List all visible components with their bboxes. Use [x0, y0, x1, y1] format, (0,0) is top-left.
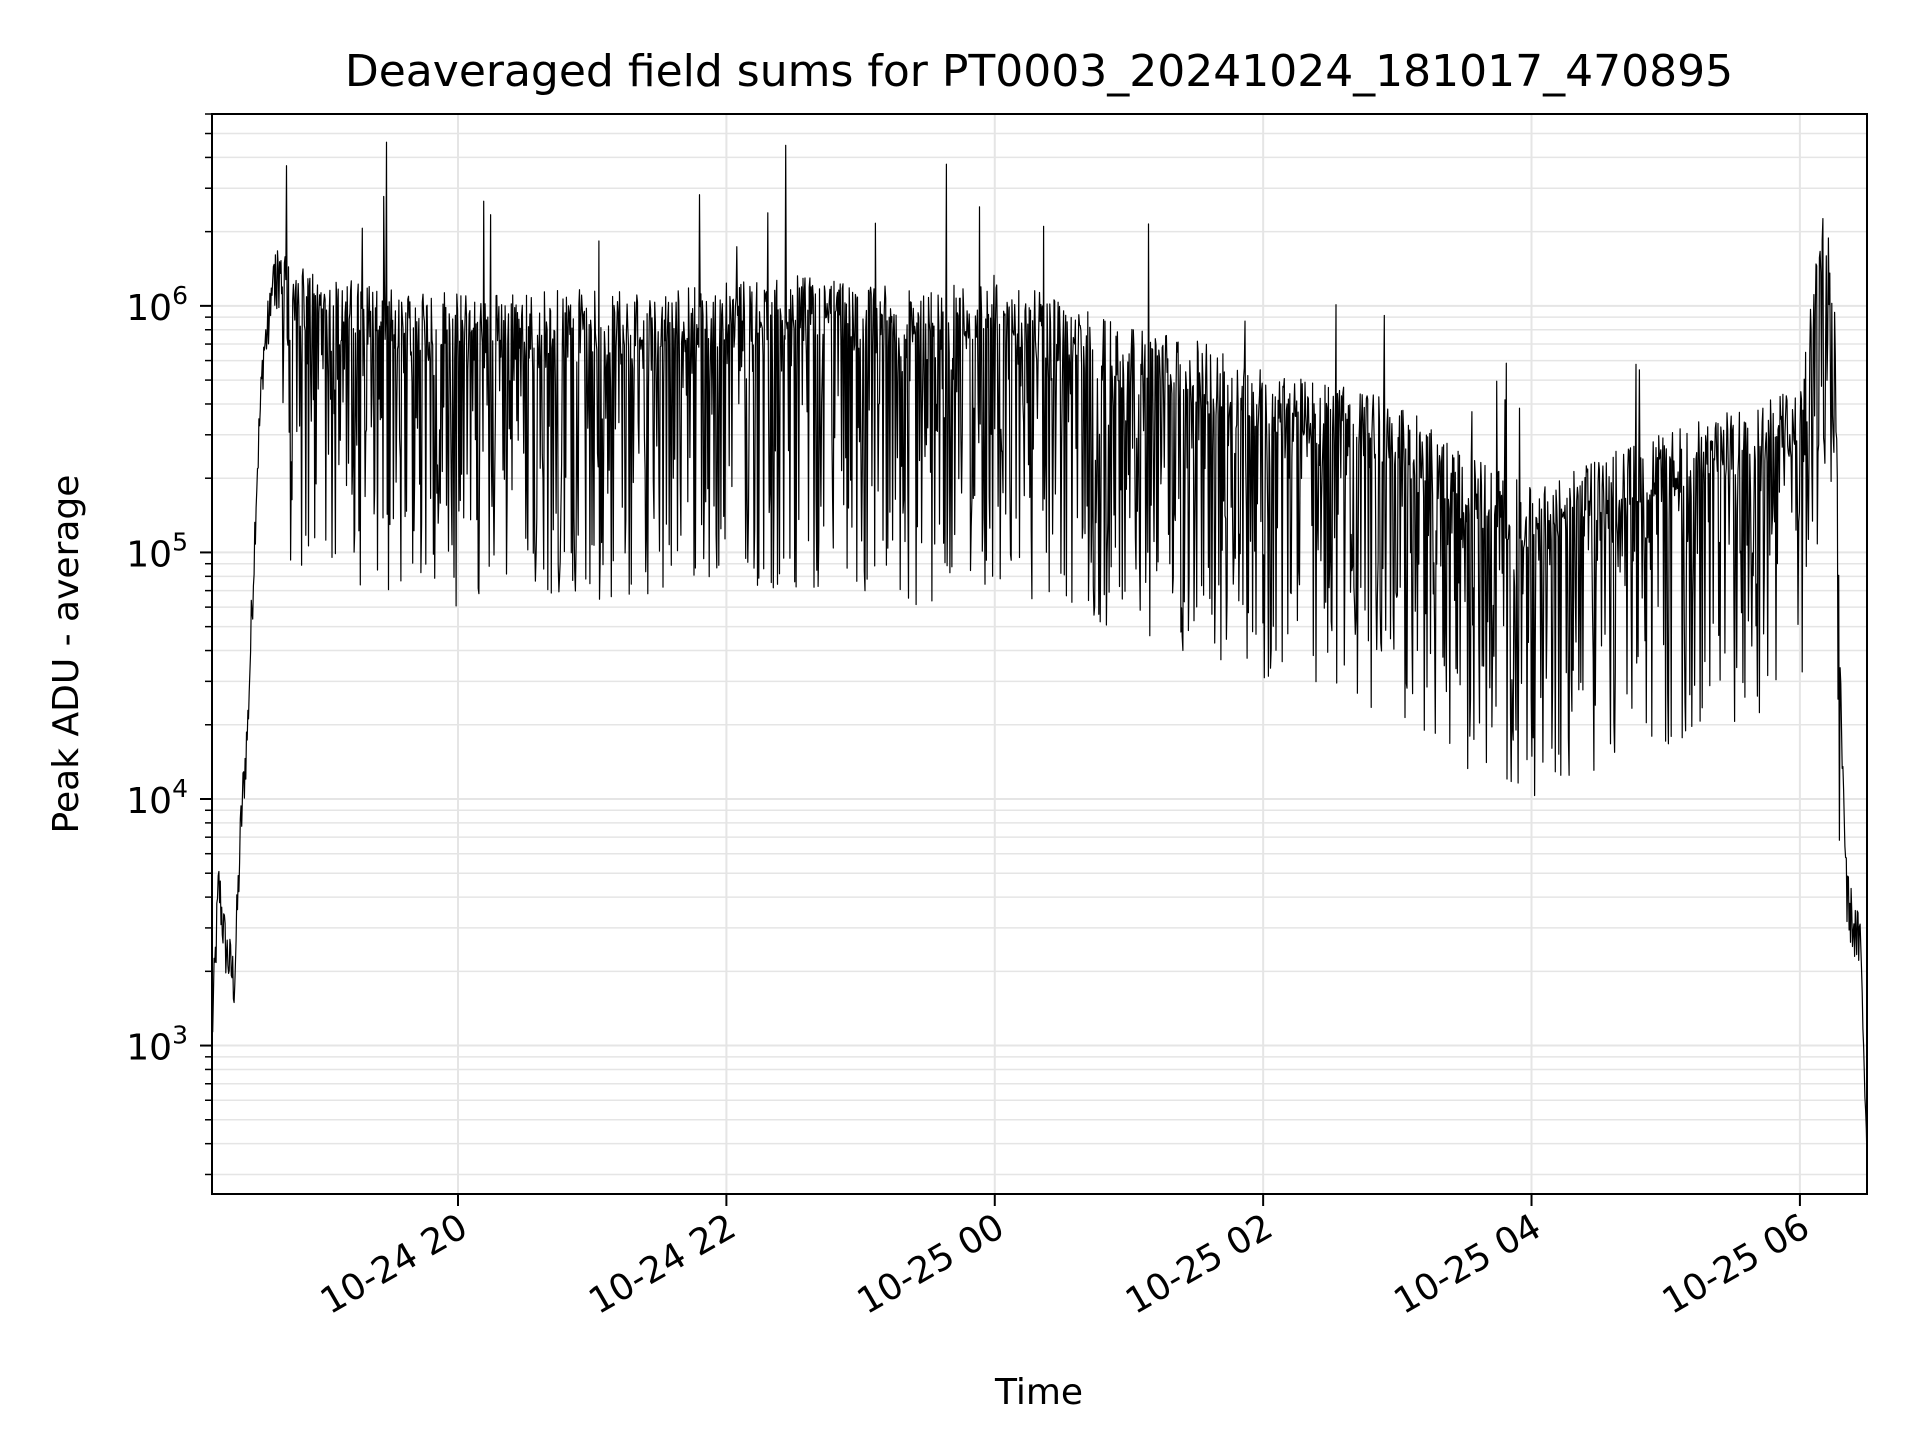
y-axis-label: Peak ADU - average [46, 475, 87, 834]
y-tick-label: 106 [126, 281, 188, 329]
y-tick-label: 104 [126, 774, 188, 822]
y-tick-label: 103 [126, 1021, 188, 1069]
y-axis-ticks: 103 104 105 106 [126, 113, 212, 1176]
chart-title: Deaveraged field sums for PT0003_2024102… [345, 46, 1733, 97]
y-tick-label: 105 [126, 527, 188, 575]
plot-frame [211, 113, 1868, 1195]
x-axis-label: Time [994, 1372, 1083, 1413]
series-line [211, 141, 1868, 1161]
